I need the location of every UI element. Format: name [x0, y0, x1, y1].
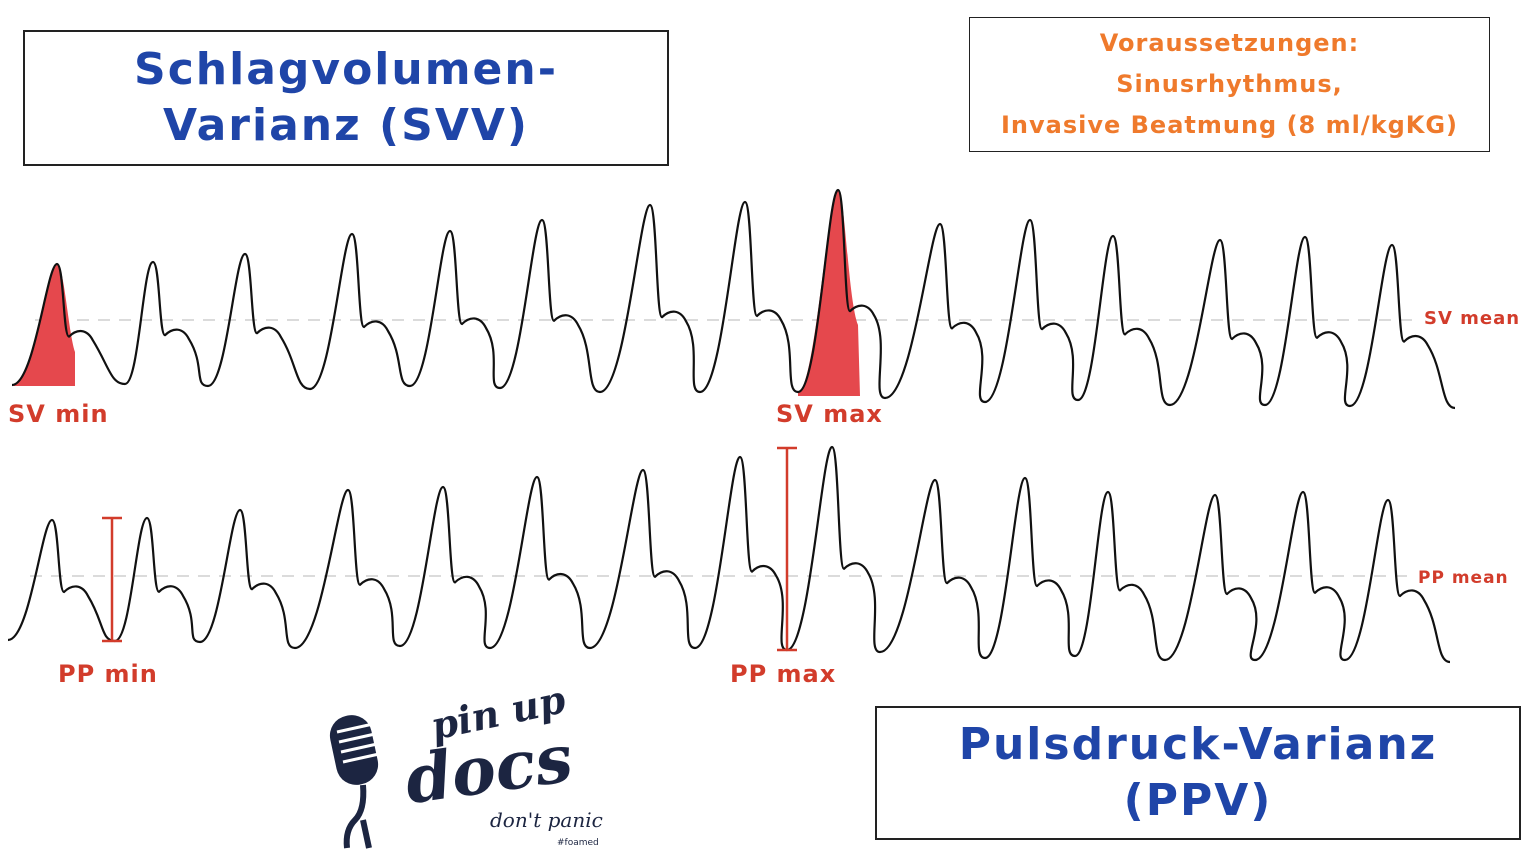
- logo-text-foamed: #foamed: [557, 838, 599, 848]
- pulse-pressure-waveform: [7, 445, 1451, 664]
- sv-min-fill: [12, 264, 75, 386]
- sv-mean-label: SV mean: [1424, 308, 1521, 329]
- pin-up-docs-logo: pin up docs don't panic #foamed: [325, 676, 605, 855]
- ppv-title-line2: (PPV): [1123, 775, 1273, 826]
- microphone-icon: [329, 715, 380, 849]
- pp-min-bracket: [102, 516, 122, 643]
- sv-max-fill: [798, 190, 860, 396]
- pp-max-label: PP max: [730, 660, 837, 688]
- logo-text-dont-panic: don't panic: [490, 808, 603, 832]
- prerequisites-line1: Sinusrhythmus,: [1116, 70, 1343, 98]
- prerequisites-line2: Invasive Beatmung (8 ml/kgKG): [1000, 111, 1459, 139]
- sv-max-label: SV max: [776, 400, 883, 428]
- svv-title-line2: Varianz (SVV): [162, 100, 530, 151]
- pp-min-label: PP min: [58, 660, 158, 688]
- pp-max-bracket: [777, 446, 797, 652]
- stroke-volume-waveform: [11, 188, 1456, 410]
- sv-min-label: SV min: [8, 400, 109, 428]
- svv-title-box: Schlagvolumen- Varianz (SVV): [23, 30, 669, 166]
- svv-title-line1: Schlagvolumen-: [134, 44, 558, 95]
- prerequisites-heading: Voraussetzungen:: [1099, 29, 1360, 57]
- logo-text-docs: docs: [400, 718, 578, 820]
- ppv-title-box: Pulsdruck-Varianz (PPV): [875, 706, 1521, 840]
- ppv-title-line1: Pulsdruck-Varianz: [958, 719, 1438, 770]
- pp-mean-label: PP mean: [1418, 568, 1509, 588]
- prerequisites-box: Voraussetzungen: Sinusrhythmus, Invasive…: [969, 17, 1490, 152]
